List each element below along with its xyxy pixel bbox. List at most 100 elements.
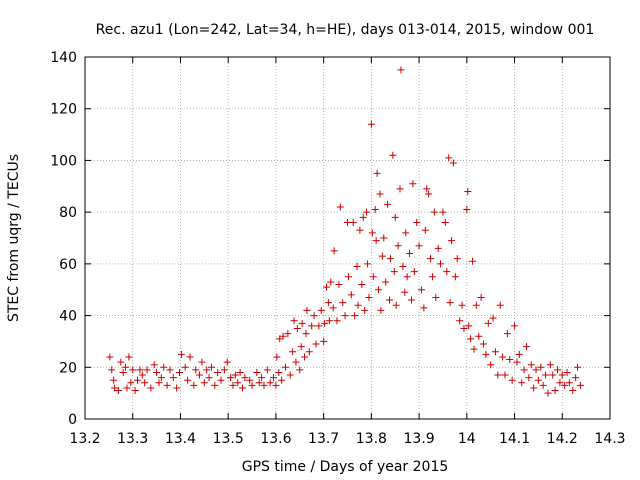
data-point: [157, 374, 165, 382]
data-point: [371, 206, 379, 214]
data-point: [339, 299, 347, 307]
data-point: [163, 381, 171, 389]
data-point: [138, 371, 146, 379]
chart-title: Rec. azu1 (Lon=242, Lat=34, h=HE), days …: [96, 22, 595, 38]
data-point: [272, 381, 280, 389]
data-point: [453, 255, 461, 263]
data-point: [389, 151, 397, 159]
data-point: [515, 350, 523, 358]
data-point: [297, 343, 305, 351]
data-point: [260, 381, 268, 389]
data-point: [392, 301, 400, 309]
y-tick-label: 80: [59, 205, 77, 221]
data-point: [463, 206, 471, 214]
data-point: [214, 368, 222, 376]
x-tick-label: 14.2: [547, 431, 578, 447]
data-point: [572, 374, 580, 382]
data-point: [484, 319, 492, 327]
x-tick-label: 13.3: [117, 431, 148, 447]
data-point: [378, 252, 386, 260]
data-point: [465, 322, 473, 330]
data-point: [273, 353, 281, 361]
data-point: [501, 371, 509, 379]
data-point: [539, 381, 547, 389]
data-point: [489, 314, 497, 322]
data-point: [413, 218, 421, 226]
data-point: [441, 218, 449, 226]
data-point: [203, 366, 211, 374]
data-point: [537, 363, 545, 371]
data-point: [241, 374, 249, 382]
data-point: [470, 345, 478, 353]
data-point: [397, 66, 405, 74]
data-point: [308, 322, 316, 330]
data-point: [353, 262, 361, 270]
y-tick-label: 20: [59, 360, 77, 376]
data-point: [546, 361, 554, 369]
data-point: [446, 299, 454, 307]
data-point: [190, 381, 198, 389]
data-point: [359, 213, 367, 221]
data-point: [367, 120, 375, 128]
data-point: [284, 330, 292, 338]
y-axis-label: STEC from uqrg / TECUs: [6, 154, 22, 322]
data-points: [106, 66, 584, 397]
data-point: [223, 358, 231, 366]
data-point: [449, 159, 457, 167]
data-point: [417, 286, 425, 294]
data-point: [127, 379, 135, 387]
data-point: [574, 363, 582, 371]
data-point: [549, 371, 557, 379]
tick-labels: 13.2 13.3 13.4 13.5 13.6 13.7 13.8 13.9 14 14.1 14…: [50, 50, 625, 447]
data-point: [117, 358, 125, 366]
data-point: [122, 363, 130, 371]
data-point: [373, 169, 381, 177]
data-point: [445, 154, 453, 162]
data-point: [292, 358, 300, 366]
data-point: [275, 368, 283, 376]
data-point: [293, 325, 301, 332]
data-point: [255, 379, 263, 387]
data-point: [558, 371, 566, 379]
data-point: [534, 376, 542, 384]
data-point: [496, 301, 504, 309]
data-point: [106, 353, 114, 361]
data-point: [181, 363, 189, 371]
data-point: [108, 366, 116, 374]
data-point: [141, 379, 149, 387]
data-point: [467, 335, 475, 343]
data-point: [236, 368, 244, 376]
data-point: [290, 317, 298, 325]
data-point: [368, 229, 376, 237]
data-point: [469, 257, 477, 265]
data-point: [563, 368, 571, 376]
x-tick-label: 14.1: [499, 431, 530, 447]
x-tick-label: 13.2: [69, 431, 100, 447]
x-axis-label: GPS time / Days of year 2015: [242, 459, 449, 475]
data-point: [279, 332, 287, 340]
data-point: [434, 244, 442, 252]
data-point: [336, 203, 344, 211]
data-point: [123, 384, 131, 392]
y-tick-label: 40: [59, 309, 77, 325]
data-point: [437, 260, 445, 268]
data-point: [520, 366, 528, 374]
data-point: [205, 374, 213, 382]
data-point: [266, 379, 274, 387]
data-point: [391, 213, 399, 221]
data-point: [341, 312, 349, 320]
data-point: [329, 304, 337, 312]
data-point: [234, 379, 242, 387]
x-tick-label: 13.6: [260, 431, 291, 447]
data-point: [522, 343, 530, 351]
data-point: [327, 278, 335, 286]
data-point: [217, 376, 225, 384]
data-point: [110, 376, 118, 384]
x-tick-label: 14.3: [594, 431, 625, 447]
data-point: [480, 340, 488, 348]
data-point: [131, 387, 139, 395]
x-tick-label: 13.7: [308, 431, 339, 447]
grid-lines: [85, 57, 610, 419]
data-point: [494, 371, 502, 379]
data-point: [402, 229, 410, 237]
